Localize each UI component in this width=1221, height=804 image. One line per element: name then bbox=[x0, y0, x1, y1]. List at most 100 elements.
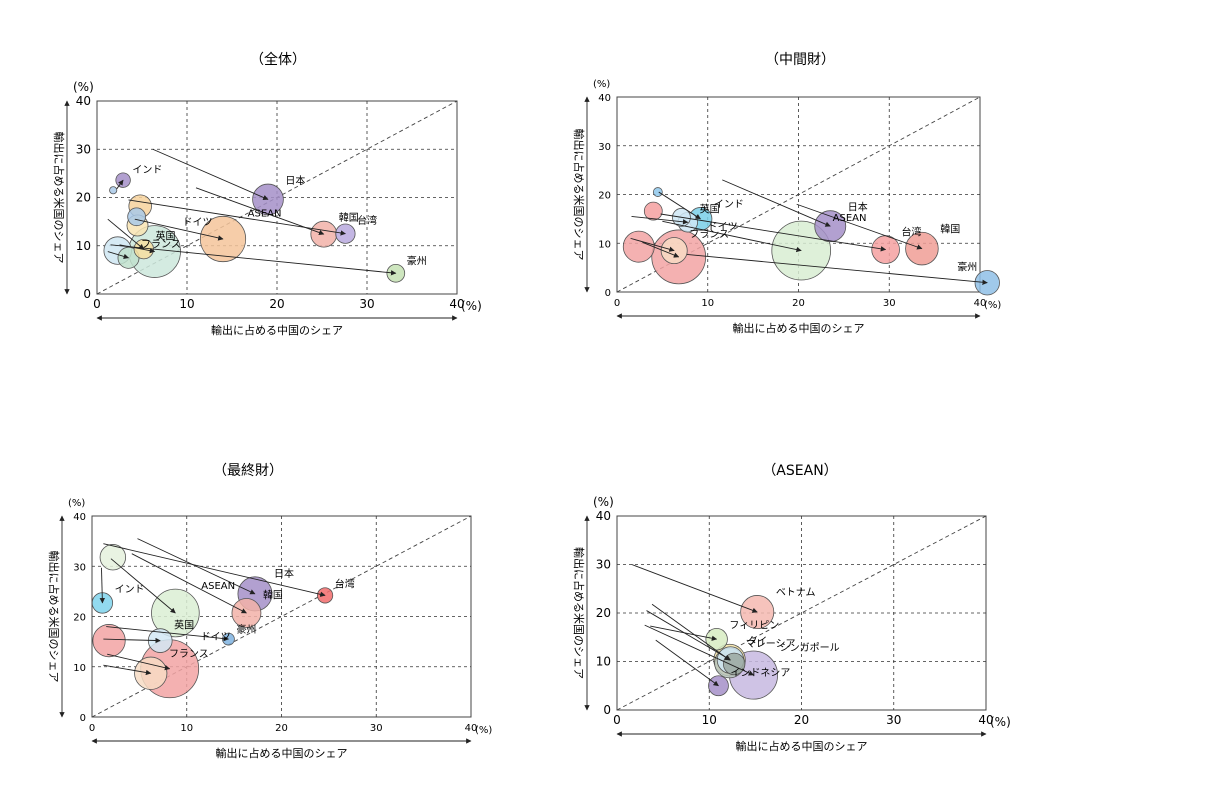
series-label: フランス bbox=[169, 648, 209, 660]
bubble bbox=[109, 186, 118, 195]
arrow bbox=[119, 244, 156, 254]
arrow bbox=[107, 218, 145, 250]
x-tick-label: 20 bbox=[794, 713, 809, 727]
y-tick-label: 0 bbox=[83, 287, 91, 301]
arrow bbox=[655, 639, 719, 687]
y-tick-label: 30 bbox=[596, 558, 611, 572]
x-tick-label: 10 bbox=[701, 298, 714, 309]
series-label: タイ bbox=[747, 635, 767, 647]
y-tick-label: 0 bbox=[605, 288, 611, 299]
arrow bbox=[651, 603, 730, 661]
arrow bbox=[110, 558, 176, 614]
arrow bbox=[103, 543, 326, 597]
bubble bbox=[99, 544, 127, 571]
series-label: 日本 bbox=[848, 201, 868, 214]
series-label: 日本 bbox=[274, 567, 294, 580]
bubble bbox=[652, 187, 663, 197]
x-tick-label: 20 bbox=[275, 723, 288, 734]
series-label: 英国 bbox=[700, 202, 720, 215]
series-label: 豪州 bbox=[407, 254, 427, 267]
series-label: ドイツ bbox=[708, 222, 738, 233]
y-tick-label: 10 bbox=[596, 655, 611, 669]
y-axis-label: 輸出に占める米国のシェア bbox=[572, 547, 586, 679]
y-tick-label: 0 bbox=[603, 703, 611, 717]
arrow bbox=[660, 213, 887, 252]
y-tick-label: 20 bbox=[598, 191, 611, 202]
arrow bbox=[106, 626, 229, 642]
series-label: ASEAN bbox=[248, 208, 282, 219]
series-label: 英国 bbox=[156, 229, 176, 242]
arrow bbox=[110, 244, 397, 276]
x-tick-label: 40 bbox=[465, 723, 478, 734]
x-axis-label: 輸出に占める中国のシェア bbox=[211, 323, 343, 337]
x-tick-label: 10 bbox=[179, 297, 194, 311]
x-unit: (%) bbox=[461, 299, 482, 313]
chart-panel-1: （中間財）001010202030304040(%)(%)日本韓国台湾ASEAN… bbox=[572, 52, 1001, 335]
x-tick-label: 30 bbox=[370, 723, 383, 734]
y-tick-label: 40 bbox=[598, 93, 611, 104]
arrow bbox=[644, 624, 755, 676]
series-label: ASEAN bbox=[833, 213, 867, 224]
y-tick-label: 20 bbox=[76, 191, 91, 205]
series-label: インドネシア bbox=[730, 667, 790, 679]
arrow bbox=[152, 148, 269, 200]
series-label: 台湾 bbox=[357, 214, 377, 227]
series-label: インド bbox=[714, 199, 744, 210]
series-label: 韓国 bbox=[263, 589, 283, 601]
x-tick-label: 20 bbox=[792, 298, 805, 309]
y-axis-label: 輸出に占める米国のシェア bbox=[572, 129, 586, 261]
arrow bbox=[134, 218, 224, 241]
x-axis-label: 輸出に占める中国のシェア bbox=[216, 746, 348, 760]
series-label: フランス bbox=[141, 238, 181, 250]
x-tick-label: 10 bbox=[180, 723, 193, 734]
arrow bbox=[103, 664, 152, 676]
series-label: シンガポール bbox=[780, 642, 840, 654]
y-tick-label: 40 bbox=[76, 94, 91, 108]
chart-title: （ASEAN） bbox=[762, 463, 837, 479]
series-label: フィリピン bbox=[729, 619, 779, 631]
y-unit: (%) bbox=[593, 495, 614, 509]
x-tick-label: 0 bbox=[89, 723, 95, 734]
arrow bbox=[128, 199, 346, 236]
arrow bbox=[631, 215, 689, 225]
y-tick-label: 30 bbox=[598, 142, 611, 153]
series-label: マレーシア bbox=[746, 639, 796, 650]
bubble bbox=[127, 207, 146, 227]
series-label: ドイツ bbox=[201, 632, 231, 643]
arrow bbox=[658, 191, 701, 220]
x-tick-label: 10 bbox=[702, 713, 717, 727]
series-label: ドイツ bbox=[183, 218, 213, 229]
arrow bbox=[99, 567, 105, 604]
arrow bbox=[630, 237, 675, 252]
x-tick-label: 0 bbox=[93, 297, 101, 311]
arrow bbox=[137, 538, 256, 595]
series-label: 日本 bbox=[285, 174, 305, 187]
x-tick-label: 30 bbox=[886, 713, 901, 727]
series-label: 英国 bbox=[174, 619, 194, 632]
y-tick-label: 20 bbox=[596, 606, 611, 620]
x-tick-label: 20 bbox=[269, 297, 284, 311]
series-label: インド bbox=[115, 585, 145, 596]
y-tick-label: 20 bbox=[73, 613, 86, 624]
y-unit: (%) bbox=[68, 498, 85, 509]
series-label: ASEAN bbox=[201, 581, 235, 592]
series-label: フランス bbox=[689, 228, 729, 240]
bubble bbox=[622, 230, 655, 263]
y-unit: (%) bbox=[73, 80, 94, 94]
series-label: 台湾 bbox=[902, 226, 922, 239]
y-tick-label: 30 bbox=[73, 562, 86, 573]
x-axis-label: 輸出に占める中国のシェア bbox=[733, 321, 865, 335]
series-label: 台湾 bbox=[335, 578, 355, 591]
arrow bbox=[195, 187, 325, 236]
arrow bbox=[631, 564, 758, 613]
series-label: 韓国 bbox=[940, 223, 960, 235]
series-label: ベトナム bbox=[776, 586, 816, 598]
y-tick-label: 10 bbox=[598, 239, 611, 250]
arrow bbox=[642, 241, 680, 258]
x-tick-label: 0 bbox=[614, 298, 620, 309]
series-label: 韓国 bbox=[339, 212, 359, 224]
arrow bbox=[103, 637, 161, 644]
arrow bbox=[722, 179, 831, 227]
arrow bbox=[650, 625, 718, 641]
series-label: 豪州 bbox=[236, 623, 256, 636]
